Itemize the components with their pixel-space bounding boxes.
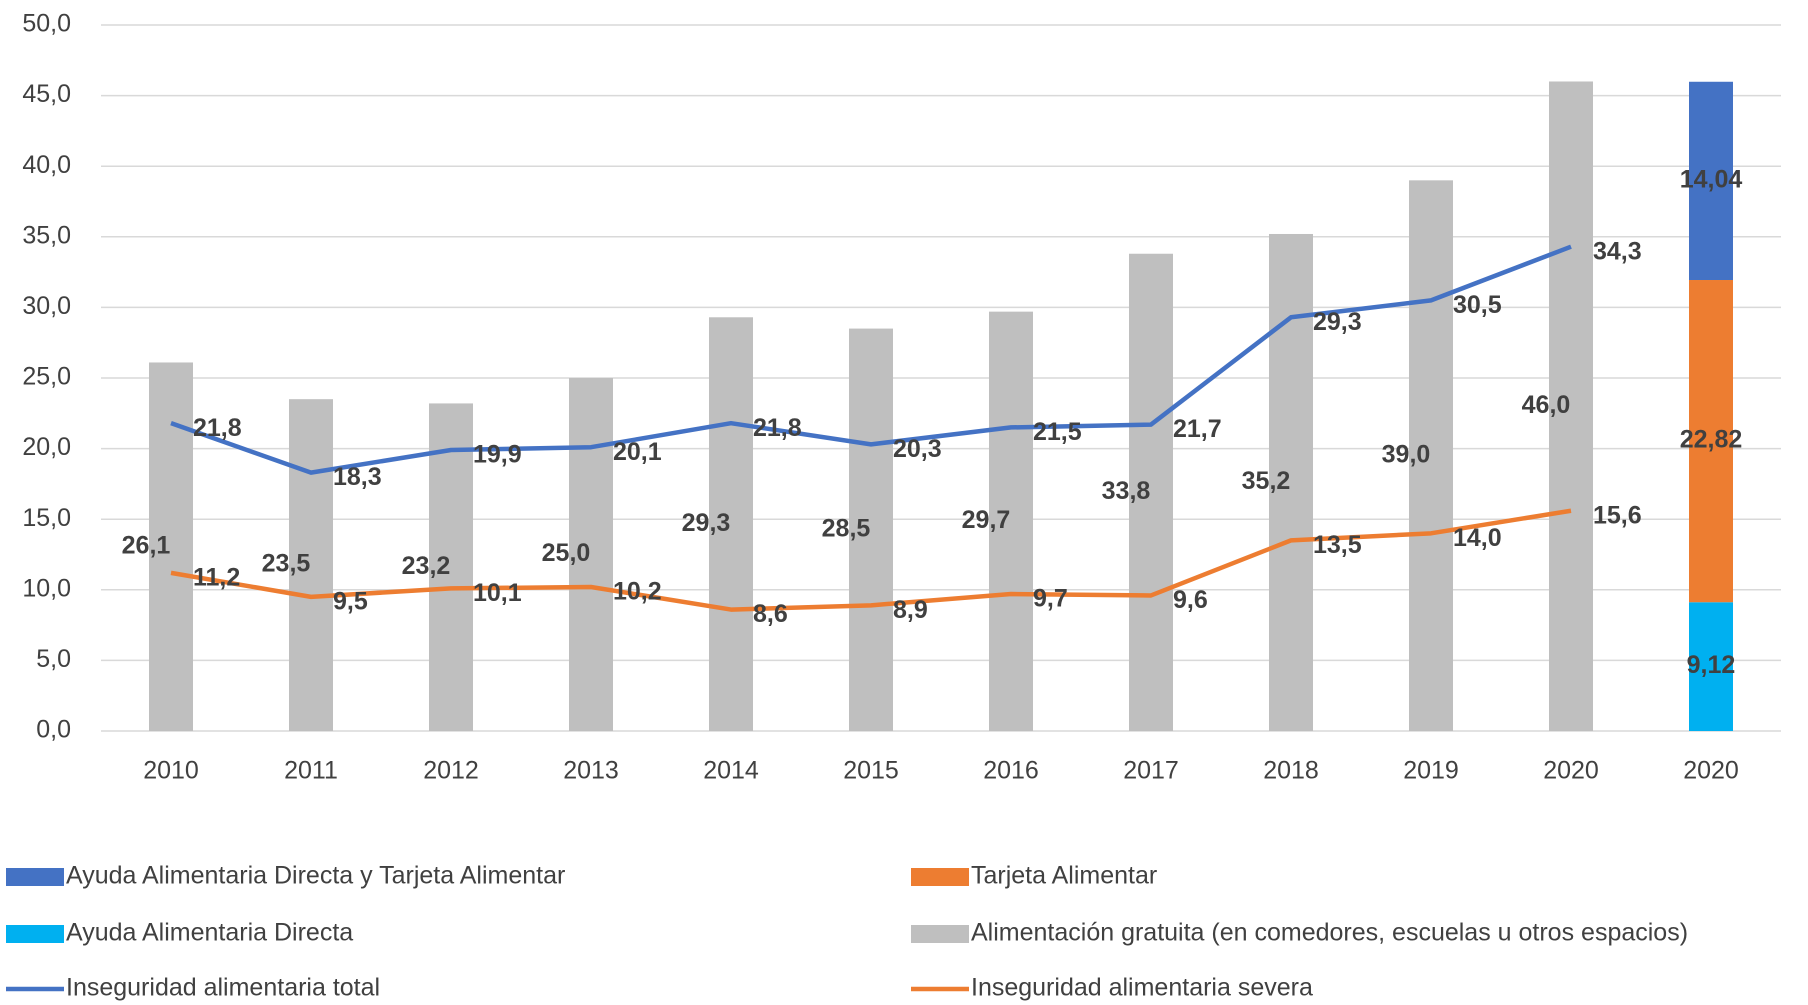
bar	[289, 399, 333, 731]
stacked-bar-segment	[1689, 81, 1733, 281]
legend-label: Ayuda Alimentaria Directa y Tarjeta Alim…	[66, 862, 565, 890]
value-label: 14,04	[1680, 165, 1743, 193]
legend-label: Inseguridad alimentaria severa	[971, 974, 1313, 1002]
y-tick-label: 0,0	[36, 716, 71, 744]
legend-swatch	[911, 925, 969, 943]
x-tick-label: 2014	[703, 757, 759, 785]
value-label: 28,5	[822, 514, 871, 542]
value-label: 21,8	[753, 414, 802, 442]
value-label: 9,6	[1173, 586, 1208, 614]
value-label: 29,3	[682, 509, 731, 537]
x-tick-label: 2018	[1263, 757, 1319, 785]
value-label: 23,5	[262, 550, 311, 578]
y-tick-label: 20,0	[22, 433, 71, 461]
value-label: 22,82	[1680, 426, 1743, 454]
value-label: 21,8	[193, 414, 242, 442]
value-label: 19,9	[473, 441, 522, 469]
y-tick-label: 40,0	[22, 151, 71, 179]
x-tick-label: 2020	[1543, 757, 1599, 785]
value-label: 9,7	[1033, 585, 1068, 613]
x-tick-label: 2010	[143, 757, 199, 785]
x-tick-label: 2020	[1683, 757, 1739, 785]
legend-swatch	[6, 925, 64, 943]
value-label: 21,5	[1033, 418, 1082, 446]
value-label: 30,5	[1453, 291, 1502, 319]
legend-label: Alimentación gratuita (en comedores, esc…	[971, 919, 1688, 947]
y-tick-label: 15,0	[22, 504, 71, 532]
legend-label: Inseguridad alimentaria total	[66, 974, 380, 1002]
value-label: 18,3	[333, 463, 382, 491]
x-tick-label: 2011	[284, 757, 338, 785]
bar	[1409, 180, 1453, 731]
value-label: 39,0	[1382, 440, 1431, 468]
value-label: 29,3	[1313, 308, 1362, 336]
value-label: 35,2	[1242, 467, 1291, 495]
y-tick-label: 35,0	[22, 221, 71, 249]
value-label: 21,7	[1173, 415, 1222, 443]
value-label: 10,1	[473, 579, 522, 607]
y-tick-label: 5,0	[36, 645, 71, 673]
x-tick-label: 2012	[423, 757, 479, 785]
y-tick-label: 10,0	[22, 574, 71, 602]
value-label: 46,0	[1522, 391, 1571, 419]
bar	[709, 317, 753, 731]
bar	[429, 403, 473, 731]
y-tick-label: 30,0	[22, 292, 71, 320]
value-label: 29,7	[962, 506, 1011, 534]
x-tick-label: 2019	[1403, 757, 1459, 785]
x-tick-label: 2013	[563, 757, 619, 785]
value-label: 15,6	[1593, 501, 1642, 529]
stacked-bar-segment	[1689, 280, 1733, 603]
value-label: 9,5	[333, 587, 368, 615]
legend-label: Tarjeta Alimentar	[971, 862, 1157, 890]
bar	[1129, 253, 1173, 731]
value-label: 34,3	[1593, 237, 1642, 265]
y-tick-label: 50,0	[22, 10, 71, 38]
bar	[849, 328, 893, 731]
bar	[989, 311, 1033, 731]
value-label: 13,5	[1313, 531, 1362, 559]
value-label: 23,2	[402, 552, 451, 580]
bar	[1549, 81, 1593, 732]
value-label: 25,0	[542, 539, 591, 567]
value-label: 10,2	[613, 578, 662, 606]
value-label: 20,1	[613, 438, 662, 466]
legend-swatch	[6, 868, 64, 886]
legend-swatch	[911, 868, 969, 886]
x-tick-label: 2016	[983, 757, 1039, 785]
legend-label: Ayuda Alimentaria Directa	[66, 919, 353, 947]
value-label: 26,1	[122, 531, 171, 559]
value-label: 20,3	[893, 435, 942, 463]
line	[170, 244, 1572, 475]
value-label: 8,6	[753, 600, 788, 628]
x-tick-label: 2017	[1123, 757, 1179, 785]
bar	[569, 378, 613, 731]
value-label: 33,8	[1102, 477, 1151, 505]
stacked-bar-segment	[1689, 602, 1733, 731]
y-tick-label: 45,0	[22, 80, 71, 108]
value-label: 11,2	[193, 563, 240, 591]
y-tick-label: 25,0	[22, 363, 71, 391]
value-label: 9,12	[1687, 651, 1736, 679]
value-label: 8,9	[893, 596, 928, 624]
line	[170, 508, 1572, 612]
x-tick-label: 2015	[843, 757, 899, 785]
value-label: 14,0	[1453, 524, 1502, 552]
